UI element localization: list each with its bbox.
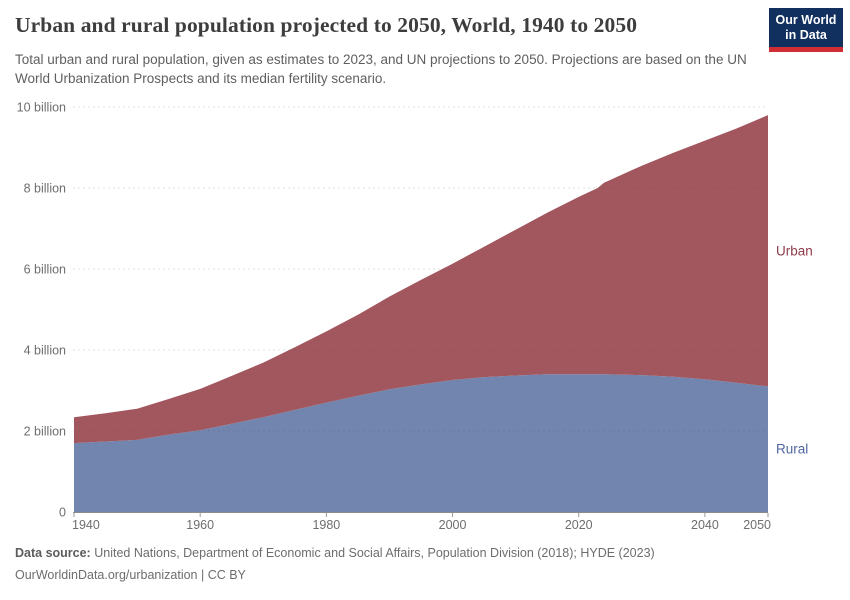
urban-area[interactable] (74, 115, 768, 444)
logo-line1: Our World (775, 13, 837, 27)
chart-footer: Data source: United Nations, Department … (15, 546, 835, 590)
x-axis-label: 1980 (312, 518, 340, 532)
x-axis-label: 2020 (565, 518, 593, 532)
y-axis-label: 0 (59, 506, 66, 520)
x-axis-label: 2040 (691, 518, 719, 532)
rural-series-label[interactable]: Rural (776, 442, 808, 457)
logo-line2: in Data (785, 28, 827, 42)
owid-logo[interactable]: Our World in Data (769, 8, 843, 52)
x-axis-label: 1960 (186, 518, 214, 532)
x-axis-label: 2000 (439, 518, 467, 532)
data-source-line: Data source: United Nations, Department … (15, 546, 835, 560)
page-title: Urban and rural population projected to … (15, 13, 638, 37)
y-axis-label: 4 billion (24, 344, 66, 358)
y-axis-label: 8 billion (24, 182, 66, 196)
data-source-label: Data source: (15, 546, 91, 560)
y-axis-label: 6 billion (24, 263, 66, 277)
y-axis-label: 2 billion (24, 425, 66, 439)
x-axis-label: 1940 (72, 518, 100, 532)
rural-area[interactable] (74, 374, 768, 512)
y-axis-label: 10 billion (17, 101, 66, 115)
citation-line[interactable]: OurWorldinData.org/urbanization | CC BY (15, 568, 246, 582)
data-source-text: United Nations, Department of Economic a… (94, 546, 655, 560)
chart-subtitle: Total urban and rural population, given … (15, 52, 747, 86)
urban-series-label[interactable]: Urban (776, 243, 813, 258)
y-axis: 0 2 billion 4 billion 6 billion 8 billion 10 … (17, 101, 768, 520)
x-axis: 1940 1960 1980 2000 2020 2040 2050 (72, 512, 771, 532)
x-axis-label: 2050 (743, 518, 771, 532)
